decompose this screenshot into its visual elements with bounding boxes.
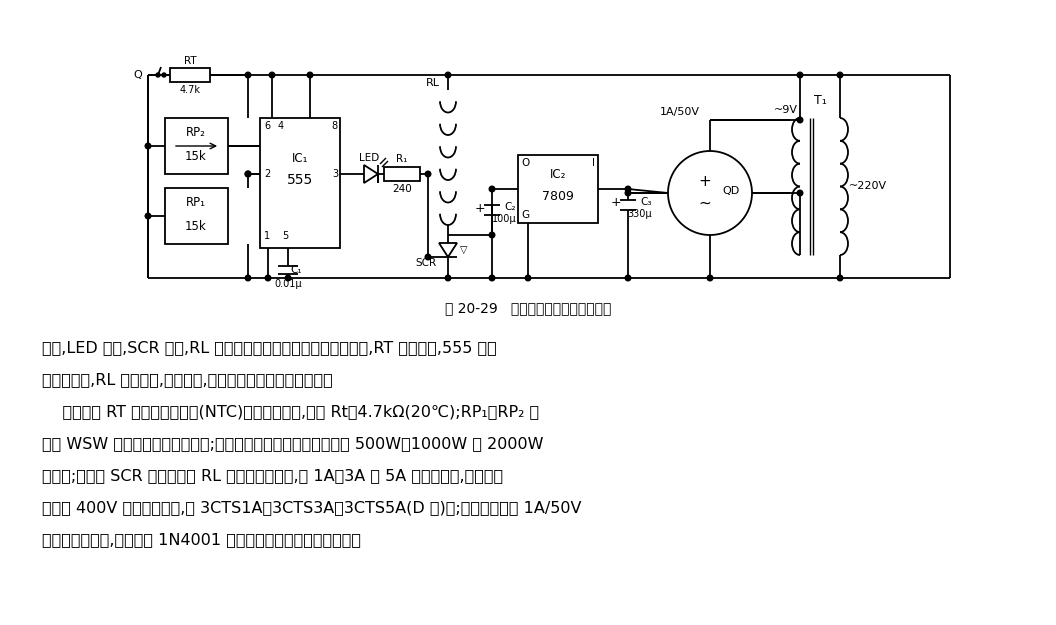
Bar bbox=[170, 68, 210, 82]
Circle shape bbox=[426, 171, 431, 177]
Text: 4.7k: 4.7k bbox=[180, 85, 201, 95]
Circle shape bbox=[797, 118, 803, 122]
Circle shape bbox=[489, 232, 495, 238]
Bar bbox=[165, 118, 228, 174]
Circle shape bbox=[446, 72, 451, 78]
Text: RP₂: RP₂ bbox=[186, 126, 206, 139]
Circle shape bbox=[446, 275, 451, 281]
Text: O: O bbox=[521, 158, 529, 168]
Text: +: + bbox=[475, 201, 486, 214]
Text: 6: 6 bbox=[264, 121, 270, 131]
Text: 选用 WSW 型有机实芯微调电位器;加热器可根据屋、舍的大小选择 500W、1000W 或 2000W: 选用 WSW 型有机实芯微调电位器;加热器可根据屋、舍的大小选择 500W、10… bbox=[42, 436, 544, 451]
Text: ~: ~ bbox=[699, 196, 712, 211]
Text: ▽: ▽ bbox=[460, 245, 468, 255]
Circle shape bbox=[145, 213, 151, 219]
Circle shape bbox=[245, 171, 251, 177]
Circle shape bbox=[625, 186, 630, 192]
Text: C₂: C₂ bbox=[504, 202, 515, 212]
Circle shape bbox=[162, 73, 166, 77]
Text: 330μ: 330μ bbox=[627, 209, 653, 219]
Text: 7809: 7809 bbox=[542, 191, 574, 204]
Bar bbox=[384, 167, 420, 181]
Circle shape bbox=[245, 275, 251, 281]
Circle shape bbox=[307, 72, 313, 78]
Text: C₃: C₃ bbox=[640, 197, 652, 207]
Circle shape bbox=[708, 275, 713, 281]
Text: 温控元件 RT 选用负温度系数(NTC)的热敏电阻器,阻值 Rt＝4.7kΩ(20℃);RP₁、RP₂ 可: 温控元件 RT 选用负温度系数(NTC)的热敏电阻器,阻值 Rt＝4.7kΩ(2… bbox=[42, 404, 540, 419]
Text: 1A/50V: 1A/50V bbox=[660, 107, 700, 117]
Bar bbox=[165, 188, 228, 244]
Circle shape bbox=[625, 190, 630, 196]
Text: 5: 5 bbox=[282, 231, 288, 241]
Text: 15k: 15k bbox=[185, 219, 207, 232]
Text: ~220V: ~220V bbox=[849, 181, 887, 191]
Text: RL: RL bbox=[426, 78, 440, 88]
Text: 100μ: 100μ bbox=[492, 214, 516, 224]
Bar bbox=[518, 155, 598, 223]
Text: 8: 8 bbox=[332, 121, 338, 131]
Text: SCR: SCR bbox=[415, 258, 436, 268]
Circle shape bbox=[797, 190, 803, 196]
Circle shape bbox=[837, 72, 843, 78]
Text: R₁: R₁ bbox=[396, 154, 408, 164]
Circle shape bbox=[265, 275, 270, 281]
Circle shape bbox=[145, 143, 151, 149]
Text: 1: 1 bbox=[264, 231, 270, 241]
Text: 15k: 15k bbox=[185, 149, 207, 162]
Text: +: + bbox=[610, 196, 621, 209]
Text: C₁: C₁ bbox=[290, 265, 302, 275]
Circle shape bbox=[156, 73, 161, 77]
Text: 图 20-29   小型畜、禽舍恒温控制电路: 图 20-29 小型畜、禽舍恒温控制电路 bbox=[445, 301, 611, 315]
Circle shape bbox=[426, 254, 431, 260]
Text: I: I bbox=[592, 158, 595, 168]
Text: 呈置位状态,RL 通电加热,如此循环,保持环境温度在给定范围内。: 呈置位状态,RL 通电加热,如此循环,保持环境温度在给定范围内。 bbox=[42, 372, 333, 388]
Bar bbox=[260, 118, 340, 248]
Circle shape bbox=[285, 275, 290, 281]
Circle shape bbox=[489, 186, 495, 192]
Text: IC₁: IC₁ bbox=[291, 151, 308, 164]
Circle shape bbox=[837, 275, 843, 281]
Text: +: + bbox=[699, 174, 712, 189]
Text: 555: 555 bbox=[287, 173, 314, 187]
Circle shape bbox=[797, 72, 803, 78]
Text: Q: Q bbox=[133, 70, 142, 80]
Text: IC₂: IC₂ bbox=[550, 169, 566, 181]
Text: 不低于 400V 的双向可控硅,如 3CTS1A、3CTS3A、3CTS5A(D 型)等;整流器可选用 1A/50V: 不低于 400V 的双向可控硅,如 3CTS1A、3CTS3A、3CTS5A(D… bbox=[42, 501, 582, 516]
Text: 2: 2 bbox=[264, 169, 270, 179]
Circle shape bbox=[245, 171, 251, 177]
Text: RP₁: RP₁ bbox=[186, 196, 206, 209]
Circle shape bbox=[525, 275, 531, 281]
Circle shape bbox=[489, 275, 495, 281]
Text: LED: LED bbox=[359, 153, 379, 163]
Text: RT: RT bbox=[184, 56, 196, 66]
Text: G: G bbox=[521, 210, 529, 220]
Text: 3: 3 bbox=[332, 169, 338, 179]
Circle shape bbox=[625, 275, 630, 281]
Circle shape bbox=[245, 72, 251, 78]
Text: 电阻丝;可控硅 SCR 的容量依据 RL 阻值的大小来定,如 1A、3A 或 5A 的导通电流,可选耐压: 电阻丝;可控硅 SCR 的容量依据 RL 阻值的大小来定,如 1A、3A 或 5… bbox=[42, 469, 503, 484]
Text: 0.01μ: 0.01μ bbox=[275, 279, 302, 289]
Text: QD: QD bbox=[722, 186, 739, 196]
Text: 240: 240 bbox=[392, 184, 412, 194]
Circle shape bbox=[269, 72, 275, 78]
Text: T₁: T₁ bbox=[813, 94, 827, 106]
Text: 电平,LED 熄灭,SCR 关断,RL 无电停止加热。当环境温度又下降后,RT 阻值变大,555 又转: 电平,LED 熄灭,SCR 关断,RL 无电停止加热。当环境温度又下降后,RT … bbox=[42, 341, 496, 356]
Text: 的全桥整流模块,或用四支 1N4001 整流二极管组装成桥式整流器。: 的全桥整流模块,或用四支 1N4001 整流二极管组装成桥式整流器。 bbox=[42, 532, 361, 548]
Text: 4: 4 bbox=[278, 121, 284, 131]
Text: ~9V: ~9V bbox=[774, 105, 798, 115]
